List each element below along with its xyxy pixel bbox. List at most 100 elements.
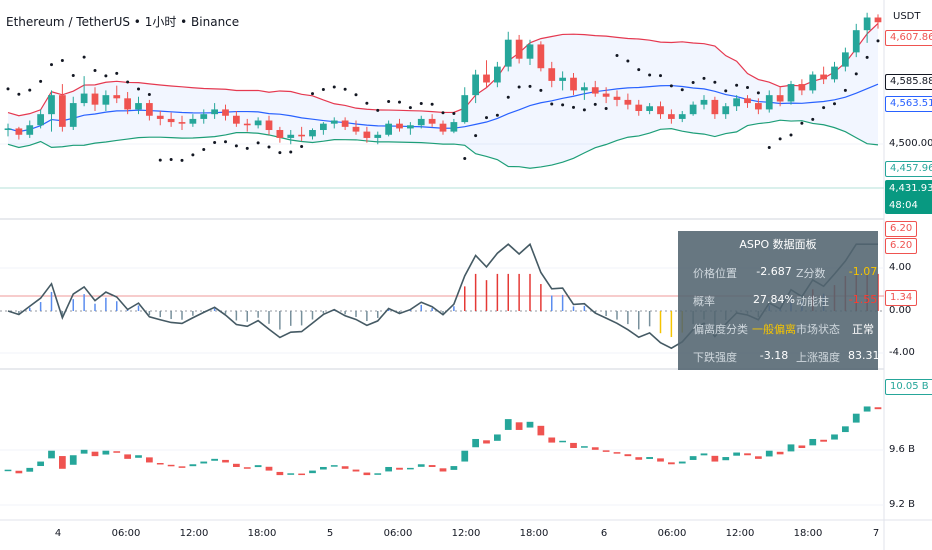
sar-dot: [300, 145, 304, 149]
candle-body: [233, 115, 240, 124]
candle-body: [265, 120, 273, 131]
sar-dot: [234, 144, 238, 148]
candle-body: [211, 109, 218, 115]
sar-dot: [202, 147, 206, 151]
indicator-tag-2: 6.20: [885, 238, 918, 254]
volume-candle: [233, 463, 240, 467]
volume-candle: [396, 467, 403, 470]
volume-candle: [504, 419, 512, 430]
candle-body: [689, 104, 697, 115]
volume-candle: [526, 421, 534, 428]
candle-body: [461, 95, 469, 123]
candle-body: [668, 114, 675, 119]
panel-title: ASPO 数据面板: [739, 238, 817, 251]
candle-body: [200, 114, 208, 119]
volume-candle: [678, 461, 686, 464]
value-market-state: 正常: [852, 323, 874, 336]
candle-body: [581, 87, 588, 91]
sar-dot: [539, 88, 543, 92]
indicator-tick-0: 0.00: [889, 305, 912, 316]
volume-tick-9.6b: 9.6 B: [889, 444, 915, 455]
candle-body: [167, 118, 175, 123]
volume-candle: [363, 472, 371, 476]
sar-dot: [517, 85, 521, 89]
candle-body: [657, 106, 664, 115]
volume-candle: [37, 461, 44, 467]
sar-dot: [245, 146, 249, 150]
value-momentum: -1.55: [848, 293, 878, 306]
sar-dot: [724, 89, 728, 93]
volume-candle: [276, 471, 284, 476]
sar-dot: [702, 76, 706, 80]
candle-body: [156, 115, 164, 119]
volume-candle: [776, 451, 784, 455]
sar-dot: [876, 39, 880, 43]
volume-candle: [156, 462, 164, 465]
value-deviation: 一般偏离: [752, 323, 796, 336]
value-z-score: -1.07: [848, 265, 878, 278]
volume-candle: [320, 466, 327, 470]
price-candles: [4, 12, 882, 145]
sar-dot: [169, 157, 173, 161]
sar-dot: [332, 85, 336, 89]
candle-body: [124, 98, 131, 110]
price-tick-4500: 4,500.00: [889, 138, 932, 149]
volume-candle: [494, 434, 501, 441]
sar-dot: [756, 91, 760, 95]
sar-dot: [60, 59, 64, 63]
candle-body: [26, 125, 34, 135]
volume-candle: [352, 469, 360, 472]
volume-candle: [15, 470, 23, 474]
sar-dot: [822, 106, 826, 110]
volume-candle: [809, 438, 817, 446]
sar-dot: [452, 111, 456, 115]
symbol-title[interactable]: Ethereum / TetherUS • 1小时 • Binance: [6, 15, 240, 29]
candle-body: [515, 39, 523, 59]
sar-dot: [137, 87, 140, 91]
sar-dot: [278, 151, 282, 155]
volume-candle: [243, 467, 251, 469]
volume-candle: [439, 468, 447, 472]
volume-candle: [309, 470, 316, 474]
sar-dot: [811, 117, 815, 121]
sar-dot: [115, 71, 119, 75]
sar-dot: [39, 79, 43, 83]
volume-candle: [417, 464, 425, 467]
sar-dot: [256, 141, 260, 145]
volume-candle: [102, 450, 110, 455]
volume-candle: [711, 455, 719, 462]
volume-candle: [581, 446, 588, 448]
candle-body: [755, 103, 762, 110]
candle-body: [678, 114, 686, 119]
volume-candle: [48, 450, 55, 459]
value-down-strength: -3.18: [759, 349, 789, 362]
candle-body: [69, 103, 77, 127]
time-label-6: 12:00: [451, 528, 481, 539]
sar-dot: [506, 95, 510, 99]
candle-body: [91, 93, 99, 105]
time-label-5: 06:00: [383, 528, 413, 539]
volume-candle: [668, 462, 675, 465]
sar-dot: [854, 72, 858, 76]
volume-candle: [461, 450, 469, 462]
candle-body: [59, 95, 66, 127]
sar-dot: [50, 63, 53, 67]
label-price-position: 价格位置: [693, 267, 737, 280]
sar-dot: [865, 55, 869, 59]
volume-candle: [287, 473, 295, 475]
candle-body: [874, 17, 882, 23]
sar-dot: [485, 116, 488, 120]
sar-dot: [311, 92, 314, 96]
sar-dot: [289, 150, 293, 154]
candle-body: [4, 128, 12, 131]
volume-candle: [330, 465, 338, 467]
sar-dot: [800, 121, 804, 125]
volume-candle: [211, 458, 218, 461]
candle-body: [428, 118, 436, 124]
sar-dot: [767, 145, 771, 149]
currency-label[interactable]: USDT: [893, 11, 921, 22]
candle-body: [700, 99, 708, 105]
time-label-11: 18:00: [793, 528, 823, 539]
candle-body: [439, 123, 447, 132]
